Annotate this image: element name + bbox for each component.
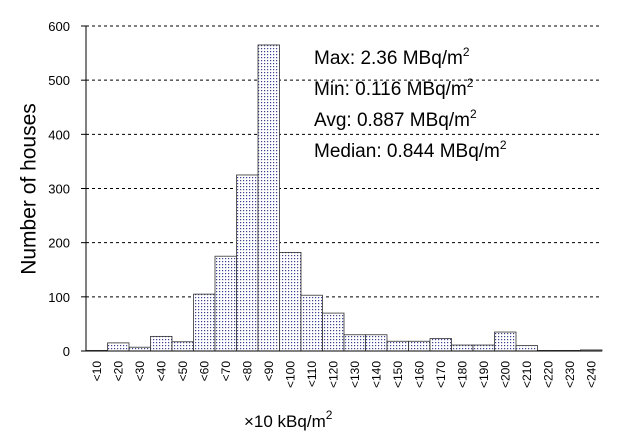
bar xyxy=(494,331,517,352)
bar xyxy=(257,44,280,352)
x-tick-label: <240 xyxy=(584,361,598,388)
x-tick-label: <10 xyxy=(90,361,104,382)
y-tick-label: 400 xyxy=(48,127,70,142)
axes xyxy=(81,25,602,352)
x-tick-label: <150 xyxy=(391,361,405,388)
x-tick-group: <200 xyxy=(498,361,512,388)
x-tick-group: <230 xyxy=(563,361,577,388)
x-tick-group: <140 xyxy=(369,361,383,388)
x-tick-group: <90 xyxy=(262,361,276,382)
x-tick-group: <40 xyxy=(154,361,168,382)
x-tick-label: <160 xyxy=(412,361,426,388)
x-tick-label: <100 xyxy=(283,361,297,388)
y-tick-label: 300 xyxy=(48,182,70,197)
x-tick-group: <50 xyxy=(176,361,190,382)
bar xyxy=(300,294,323,352)
bar xyxy=(472,344,495,352)
bar xyxy=(451,344,474,352)
x-tick-group: <30 xyxy=(133,361,147,382)
bar xyxy=(150,335,173,352)
x-tick-label: <200 xyxy=(498,361,512,388)
stat-max: Max: 2.36 MBq/m2 xyxy=(314,45,470,69)
x-tick-group: <60 xyxy=(197,361,211,382)
y-tick-label: 500 xyxy=(48,73,70,88)
bar xyxy=(386,340,409,352)
bar xyxy=(343,334,366,352)
x-tick-label: <50 xyxy=(176,361,190,382)
x-tick-label: <80 xyxy=(240,361,254,382)
x-tick-group: <10 xyxy=(90,361,104,382)
bar xyxy=(429,338,452,352)
y-tick-label: 200 xyxy=(48,236,70,251)
bar xyxy=(107,342,130,352)
x-tick-label: <140 xyxy=(369,361,383,388)
bar xyxy=(279,252,302,352)
x-axis-label-sup: 2 xyxy=(326,408,333,422)
x-tick-group: <190 xyxy=(477,361,491,388)
bar xyxy=(408,340,431,352)
bar xyxy=(322,312,345,352)
x-tick-group: <220 xyxy=(541,361,555,388)
x-tick-group: <120 xyxy=(326,361,340,388)
x-axis-label-text: ×10 kBq/m xyxy=(244,412,326,431)
x-tick-group: <150 xyxy=(391,361,405,388)
stat-median: Median: 0.844 MBq/m2 xyxy=(314,138,507,162)
y-axis-label: Number of houses xyxy=(18,103,41,275)
gridlines xyxy=(86,25,602,298)
x-tick-group: <80 xyxy=(240,361,254,382)
x-tick-label: <30 xyxy=(133,361,147,382)
x-tick-label: <40 xyxy=(154,361,168,382)
y-tick-labels: 0 100 200 300 400 500 600 xyxy=(48,19,70,359)
bar xyxy=(171,341,194,352)
stat-avg: Avg: 0.887 MBq/m2 xyxy=(314,107,477,131)
x-tick-label: <220 xyxy=(541,361,555,388)
bars xyxy=(85,44,603,352)
x-tick-group: <180 xyxy=(455,361,469,388)
y-tick-label: 600 xyxy=(48,19,70,34)
x-tick-label: <230 xyxy=(563,361,577,388)
x-tick-label: <20 xyxy=(111,361,125,382)
x-tick-label: <130 xyxy=(348,361,362,388)
x-tick-group: <70 xyxy=(219,361,233,382)
x-tick-group: <210 xyxy=(520,361,534,388)
x-tick-label: <60 xyxy=(197,361,211,382)
x-tick-group: <240 xyxy=(584,361,598,388)
x-tick-group: <130 xyxy=(348,361,362,388)
x-tick-label: <190 xyxy=(477,361,491,388)
x-tick-label: <70 xyxy=(219,361,233,382)
stat-min: Min: 0.116 MBq/m2 xyxy=(314,76,474,100)
x-tick-group: <170 xyxy=(434,361,448,388)
x-tick-group: <20 xyxy=(111,361,125,382)
bar xyxy=(193,293,216,352)
x-tick-group: <100 xyxy=(283,361,297,388)
bar xyxy=(236,174,259,352)
stats-annotation: Max: 2.36 MBq/m2 Min: 0.116 MBq/m2 Avg: … xyxy=(314,45,507,162)
x-tick-label: <90 xyxy=(262,361,276,382)
bar xyxy=(365,334,388,352)
x-tick-label: <210 xyxy=(520,361,534,388)
x-tick-group: <110 xyxy=(305,361,319,387)
y-tick-label: 0 xyxy=(63,344,70,359)
x-tick-label: <120 xyxy=(326,361,340,388)
bar xyxy=(214,255,237,352)
y-tick-label: 100 xyxy=(48,290,70,305)
x-tick-label: <170 xyxy=(434,361,448,388)
x-tick-label: <110 xyxy=(305,361,319,387)
bar xyxy=(128,346,151,352)
x-tick-labels: <10 <20 <30 <40 <50 <60 <70 <80 <90 <100 <110 <120 <… xyxy=(90,361,599,388)
x-axis-label: ×10 kBq/m2 xyxy=(244,408,333,431)
bar xyxy=(515,345,538,352)
x-tick-label: <180 xyxy=(455,361,469,388)
x-tick-group: <160 xyxy=(412,361,426,388)
